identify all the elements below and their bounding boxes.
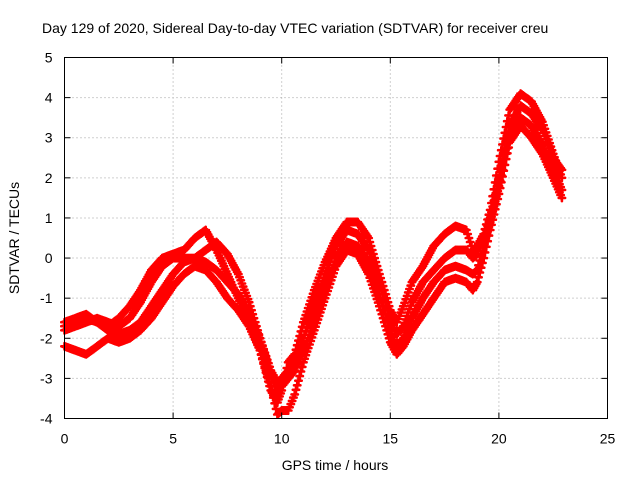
x-tick-label: 5 (169, 431, 177, 447)
chart-tick-labels: 0 5 10 15 20 25 -4 -3 -2 -1 0 1 2 3 4 5 (40, 50, 615, 447)
y-tick-label: -4 (40, 411, 53, 427)
chart-series (60, 89, 567, 419)
data-series-arc-4 (60, 121, 567, 419)
y-tick-label: 1 (45, 210, 53, 226)
y-tick-label: 2 (45, 170, 53, 186)
y-tick-label: -2 (40, 330, 53, 346)
data-series-arc-3 (60, 113, 567, 391)
y-tick-label: 3 (45, 130, 53, 146)
y-tick-label: -1 (40, 290, 53, 306)
plot-frame (64, 57, 608, 419)
x-tick-label: 15 (383, 431, 399, 447)
y-tick-label: -3 (40, 370, 53, 386)
x-tick-label: 25 (600, 431, 616, 447)
y-tick-label: 4 (45, 90, 53, 106)
x-tick-label: 10 (274, 431, 290, 447)
chart-title: Day 129 of 2020, Sidereal Day-to-day VTE… (42, 20, 548, 36)
chart-ticks (64, 57, 608, 419)
y-tick-label: 0 (45, 250, 53, 266)
x-tick-label: 0 (61, 431, 69, 447)
x-axis-label: GPS time / hours (282, 457, 389, 473)
data-series-arc-2 (60, 101, 567, 399)
y-axis-label: SDTVAR / TECUs (6, 182, 22, 294)
x-tick-label: 20 (491, 431, 507, 447)
y-tick-label: 5 (45, 50, 53, 66)
